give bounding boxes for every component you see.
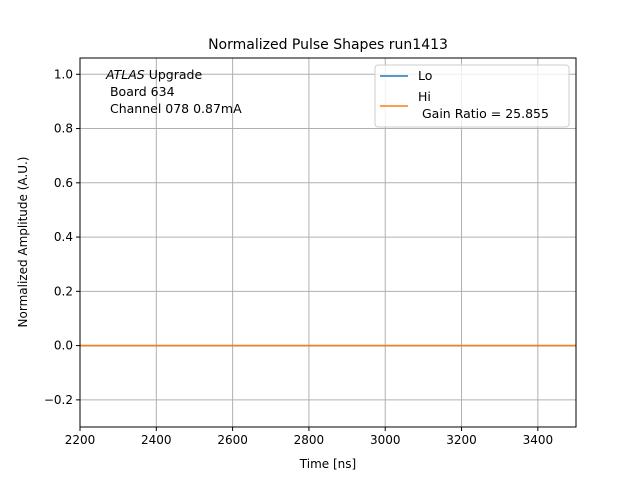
legend-label-gain-ratio: Gain Ratio = 25.855 xyxy=(418,106,549,121)
x-axis-label: Time [ns] xyxy=(299,457,356,471)
y-axis-label: Normalized Amplitude (A.U.) xyxy=(16,157,30,328)
legend-label-hi: Hi xyxy=(418,89,431,104)
x-tick-label: 2600 xyxy=(217,433,248,447)
y-tick-label: 0.6 xyxy=(54,176,73,190)
x-tick-label: 3000 xyxy=(370,433,401,447)
annotation-upgrade-text: Upgrade xyxy=(145,67,203,82)
annotation-channel-text: Channel 078 0.87mA xyxy=(106,101,242,116)
y-tick-label: 0.4 xyxy=(54,230,73,244)
tick-layer: 2200 2400 2600 2800 3000 3200 3400 −0.2 0.0 0.2 0.… xyxy=(44,67,553,447)
y-tick-label: −0.2 xyxy=(44,393,73,407)
y-tick-label: 0.0 xyxy=(54,339,73,353)
legend: Lo Hi Gain Ratio = 25.855 xyxy=(374,64,570,128)
x-tick-label: 2800 xyxy=(294,433,325,447)
atlas-annotation: ATLAS Upgrade Board 634 Channel 078 0.87… xyxy=(105,67,242,116)
x-tick-label: 3400 xyxy=(523,433,554,447)
y-tick-label: 1.0 xyxy=(54,67,73,81)
annotation-atlas-text: ATLAS xyxy=(105,67,145,82)
x-tick-label: 2200 xyxy=(65,433,96,447)
plot-frame xyxy=(79,57,577,428)
y-tick-label: 0.8 xyxy=(54,122,73,136)
x-tick-label: 3200 xyxy=(446,433,477,447)
legend-label-lo: Lo xyxy=(418,68,432,83)
y-tick-label: 0.2 xyxy=(54,284,73,298)
annotation-line-1: ATLAS Upgrade xyxy=(105,67,202,82)
legend-box xyxy=(374,64,570,128)
annotation-board-text: Board 634 xyxy=(106,84,175,99)
chart-title: Normalized Pulse Shapes run1413 xyxy=(208,37,448,53)
x-tick-label: 2400 xyxy=(141,433,172,447)
